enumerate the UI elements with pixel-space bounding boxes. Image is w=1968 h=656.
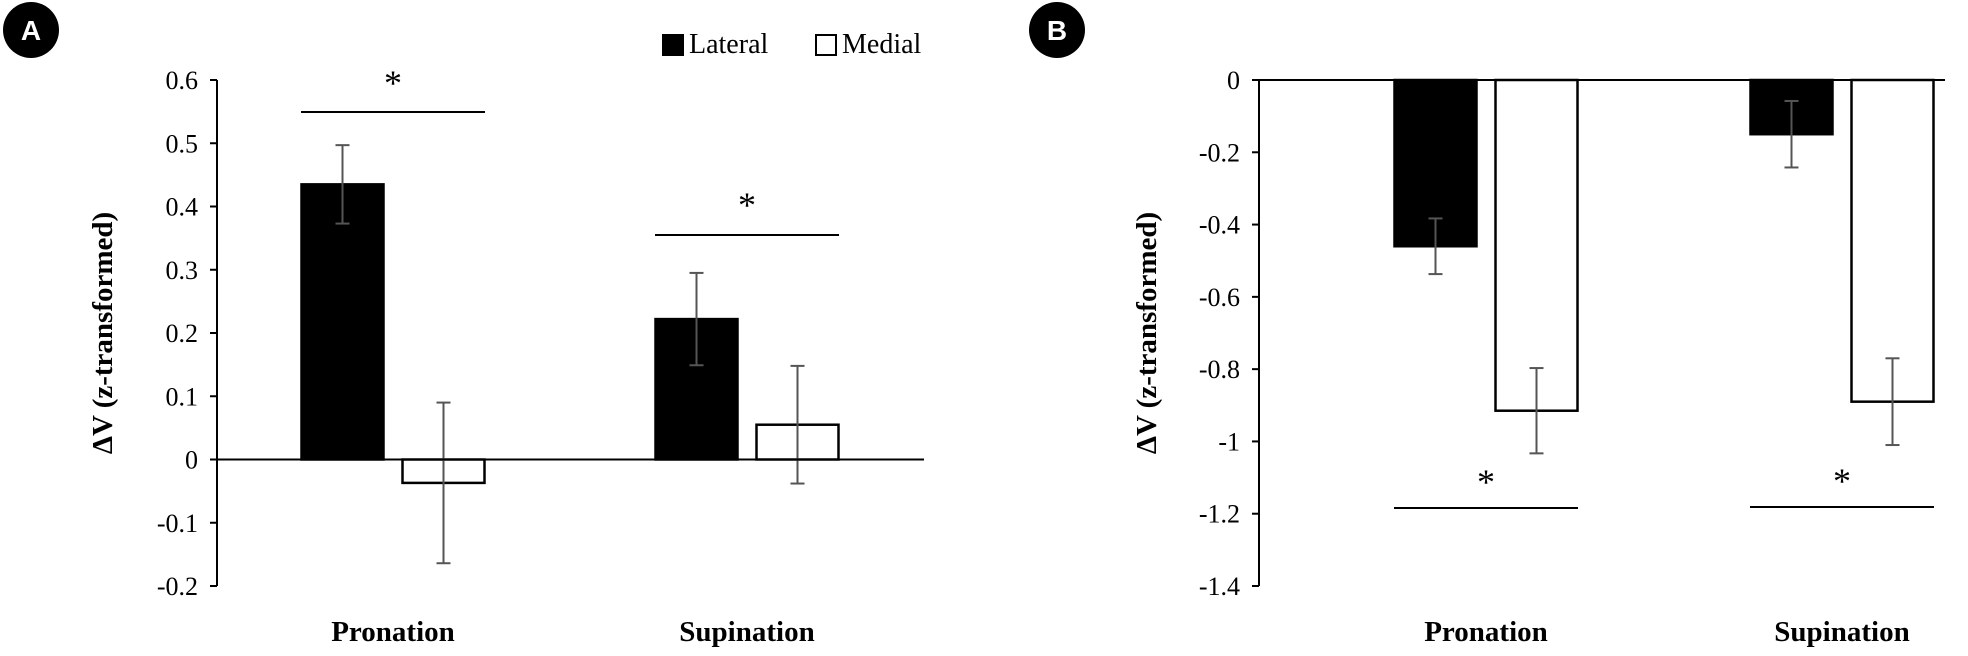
category-label: Supination (679, 616, 814, 648)
legend-swatch-medial (815, 34, 837, 56)
panel-b: B 0 -0.2 -0.4 -0.6 -0.8 -1 -1.2 -1.4 ΔV (z-transf… (1029, 2, 1945, 648)
legend-label-lateral: Lateral (689, 29, 768, 60)
y-tick-label: -0.8 (1199, 355, 1240, 384)
y-tick-label: -0.2 (157, 572, 198, 601)
panel-badge (1029, 2, 1085, 58)
y-tick-label: -0.4 (1199, 211, 1240, 240)
panel-badge (3, 2, 59, 58)
significance-star: * (1477, 462, 1495, 502)
y-tick-label: 0 (1227, 66, 1240, 95)
y-tick-label: 0.1 (166, 382, 199, 411)
bar-medial-pronation (1494, 78, 1579, 412)
category-label: Pronation (1424, 616, 1548, 648)
y-axis-label: ΔV (z-transformed) (1131, 212, 1163, 454)
legend-label-medial: Medial (842, 29, 922, 60)
y-tick-label: -0.1 (157, 509, 198, 538)
category-label: Pronation (331, 616, 455, 648)
panel-label: A (21, 15, 41, 46)
significance-star: * (738, 185, 756, 225)
y-tick-label: -1.4 (1199, 572, 1240, 601)
y-tick-label: -1 (1218, 427, 1240, 456)
y-tick-label: 0.3 (166, 256, 199, 285)
y-tick-label: 0.5 (166, 129, 199, 158)
bar-medial-supination (1850, 78, 1935, 403)
y-tick-label: -0.6 (1199, 283, 1240, 312)
y-tick-label: 0 (185, 446, 198, 475)
significance-star: * (1833, 461, 1851, 501)
y-tick-label: 0.4 (166, 193, 199, 222)
panel-a: A 0.6 0.5 0.4 0.3 0.2 0.1 0 -0.1 -0.2 ΔV (z-transf… (3, 2, 924, 648)
y-tick-label: -1.2 (1199, 500, 1240, 529)
y-tick-label: -0.2 (1199, 138, 1240, 167)
bar-lateral-pronation (300, 183, 385, 461)
legend-swatch-lateral (662, 34, 684, 56)
panel-label: B (1047, 15, 1067, 46)
y-tick-label: 0.2 (166, 319, 199, 348)
y-tick-label: 0.6 (166, 66, 199, 95)
category-label: Supination (1774, 616, 1909, 648)
y-axis-label: ΔV (z-transformed) (87, 212, 119, 454)
significance-star: * (384, 63, 402, 103)
